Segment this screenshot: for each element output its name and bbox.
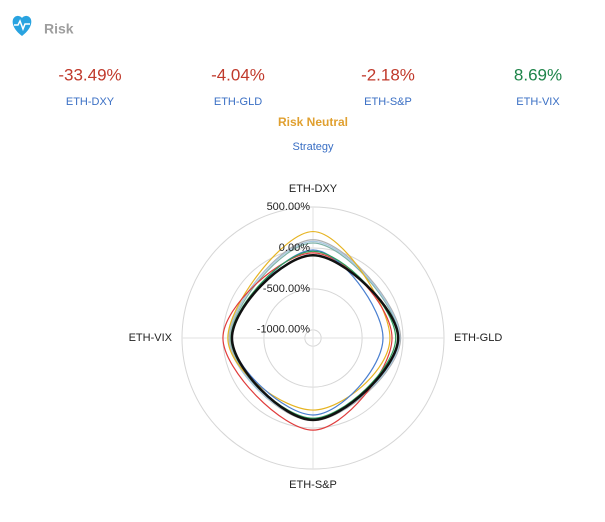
stat-value: 8.69%	[514, 65, 562, 84]
stat-value: -2.18%	[361, 65, 415, 84]
stat-value: -4.04%	[211, 65, 265, 84]
radar-line	[230, 254, 400, 422]
radar-line	[222, 252, 393, 431]
r-tick-label: 500.00%	[267, 201, 311, 213]
stat-label: ETH-VIX	[516, 96, 560, 108]
stat-label: ETH-GLD	[214, 96, 262, 108]
r-tick-label: -1000.00%	[257, 324, 310, 336]
axis-label: ETH-GLD	[454, 332, 502, 344]
strategy-title: Risk Neutral	[278, 115, 348, 129]
r-tick-label: 0.00%	[279, 242, 310, 254]
panel-title: Risk	[44, 21, 74, 37]
heart-icon	[12, 15, 32, 36]
axis-label: ETH-DXY	[289, 183, 338, 195]
strategy-subtitle: Strategy	[293, 141, 334, 153]
stat-label: ETH-DXY	[66, 96, 115, 108]
r-tick-label: -500.00%	[263, 283, 310, 295]
stat-label: ETH-S&P	[364, 96, 412, 108]
axis-label: ETH-S&P	[289, 479, 337, 491]
axis-label: ETH-VIX	[129, 332, 173, 344]
stat-value: -33.49%	[58, 65, 121, 84]
